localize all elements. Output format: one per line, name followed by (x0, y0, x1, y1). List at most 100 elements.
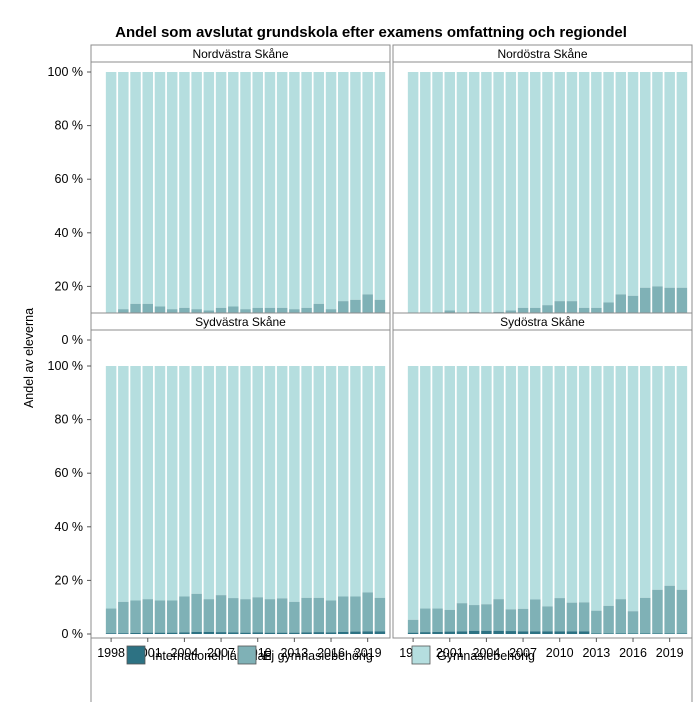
bar-segment-internationell (652, 633, 663, 634)
bar-2020 (374, 72, 386, 340)
x-tick-label: 2016 (317, 646, 345, 660)
bar-2004 (481, 366, 492, 634)
bar-segment-gymnasiebehorig (337, 366, 349, 597)
legend-swatch (237, 645, 257, 665)
bar-segment-ej-gymnasiebehorig (652, 589, 663, 634)
bar-segment-gymnasiebehorig (554, 366, 565, 599)
bar-segment-gymnasiebehorig (420, 72, 431, 316)
panel-title: Nordvästra Skåne (192, 47, 288, 61)
bar-2017 (639, 366, 651, 634)
bar-2005 (493, 72, 504, 340)
bar-segment-ej-gymnasiebehorig (627, 611, 639, 634)
panel-0: Nordvästra Skåne 0 % 20 % 40 % 60 % 80 % 100 % (48, 44, 391, 347)
bar-2018 (652, 72, 663, 340)
x-tick-label: 2010 (546, 646, 574, 660)
bar-segment-internationell (517, 631, 529, 634)
bar-segment-ej-gymnasiebehorig (615, 599, 627, 634)
bar-2006 (203, 366, 215, 634)
bar-segment-gymnasiebehorig (554, 72, 565, 302)
bar-2010 (252, 366, 263, 634)
bar-2014 (603, 366, 614, 634)
bar-2011 (264, 366, 276, 634)
bar-segment-gymnasiebehorig (166, 72, 178, 310)
bar-segment-ej-gymnasiebehorig (566, 602, 578, 632)
bar-segment-ej-gymnasiebehorig (166, 600, 178, 633)
bar-segment-internationell (276, 632, 288, 634)
bar-2016 (325, 366, 337, 634)
bar-segment-ej-gymnasiebehorig (554, 598, 565, 632)
bar-segment-internationell (350, 631, 361, 634)
legend-swatch (411, 645, 431, 665)
panel-2: Sydvästra Skåne 0 % 20 % 40 % 60 % 80 % 100 % 1… (48, 312, 391, 660)
bar-segment-gymnasiebehorig (664, 366, 675, 586)
bar-segment-gymnasiebehorig (362, 72, 373, 295)
bar-2014 (603, 72, 614, 340)
bar-segment-gymnasiebehorig (493, 366, 504, 600)
bar-segment-gymnasiebehorig (639, 72, 651, 288)
bar-segment-gymnasiebehorig (130, 366, 141, 601)
bar-segment-ej-gymnasiebehorig (191, 593, 202, 632)
bar-2014 (301, 72, 312, 340)
bar-segment-gymnasiebehorig (505, 72, 517, 311)
bar-segment-internationell (240, 632, 251, 634)
bar-1999 (420, 72, 431, 340)
bar-segment-gymnasiebehorig (252, 366, 263, 598)
bar-segment-ej-gymnasiebehorig (337, 596, 349, 632)
bar-segment-internationell (301, 632, 312, 634)
bar-1999 (420, 366, 431, 634)
bar-segment-internationell (313, 632, 325, 634)
bar-2003 (468, 72, 480, 340)
bar-segment-ej-gymnasiebehorig (362, 592, 373, 632)
bar-2006 (203, 72, 215, 340)
bar-segment-ej-gymnasiebehorig (456, 603, 468, 632)
bar-2003 (166, 72, 178, 340)
x-tick-label: 1998 (97, 646, 125, 660)
bar-segment-internationell (374, 631, 386, 634)
bar-2001 (142, 72, 154, 340)
bar-segment-internationell (542, 631, 553, 634)
bar-segment-ej-gymnasiebehorig (325, 600, 337, 633)
bar-segment-ej-gymnasiebehorig (179, 596, 190, 633)
bar-segment-internationell (228, 632, 239, 634)
bar-segment-gymnasiebehorig (456, 72, 468, 314)
bar-segment-gymnasiebehorig (517, 366, 529, 609)
bar-segment-internationell (264, 632, 276, 634)
bar-segment-ej-gymnasiebehorig (676, 589, 688, 634)
bar-segment-ej-gymnasiebehorig (639, 597, 651, 634)
y-tick-label: 100 % (48, 359, 83, 373)
bar-segment-ej-gymnasiebehorig (591, 610, 602, 634)
bar-segment-gymnasiebehorig (432, 72, 443, 314)
bar-segment-ej-gymnasiebehorig (105, 608, 117, 634)
bar-segment-internationell (105, 633, 117, 634)
bar-segment-gymnasiebehorig (228, 366, 239, 599)
bar-2020 (676, 366, 688, 634)
bar-segment-gymnasiebehorig (191, 72, 202, 310)
bar-segment-internationell (676, 633, 688, 634)
bar-2005 (191, 72, 202, 340)
bar-segment-gymnasiebehorig (432, 366, 443, 609)
bar-2020 (374, 366, 386, 634)
bar-segment-ej-gymnasiebehorig (603, 605, 614, 634)
bar-2013 (591, 72, 602, 340)
bar-segment-ej-gymnasiebehorig (130, 600, 141, 633)
bar-1999 (118, 366, 129, 634)
bar-segment-ej-gymnasiebehorig (118, 601, 129, 634)
bar-segment-internationell (554, 631, 565, 634)
bar-2010 (554, 366, 565, 634)
x-tick-label: 2013 (582, 646, 610, 660)
bar-segment-ej-gymnasiebehorig (432, 608, 443, 632)
bar-segment-gymnasiebehorig (591, 72, 602, 308)
bar-2008 (228, 366, 239, 634)
bar-segment-internationell (493, 630, 504, 634)
bar-segment-internationell (481, 630, 492, 634)
legend-label: Gymnasiebehörig (437, 649, 535, 663)
bar-segment-ej-gymnasiebehorig (142, 599, 154, 633)
bar-segment-internationell (603, 633, 614, 634)
panel-3: Sydöstra Skåne19982001200420072010201320… (392, 312, 693, 660)
bar-2013 (289, 366, 300, 634)
bar-segment-ej-gymnasiebehorig (289, 601, 300, 633)
bar-segment-internationell (203, 631, 215, 634)
y-tick-label: 60 % (55, 466, 84, 480)
legend-label: Ej gymnasiebehörig (263, 649, 373, 663)
bar-2013 (591, 366, 602, 634)
